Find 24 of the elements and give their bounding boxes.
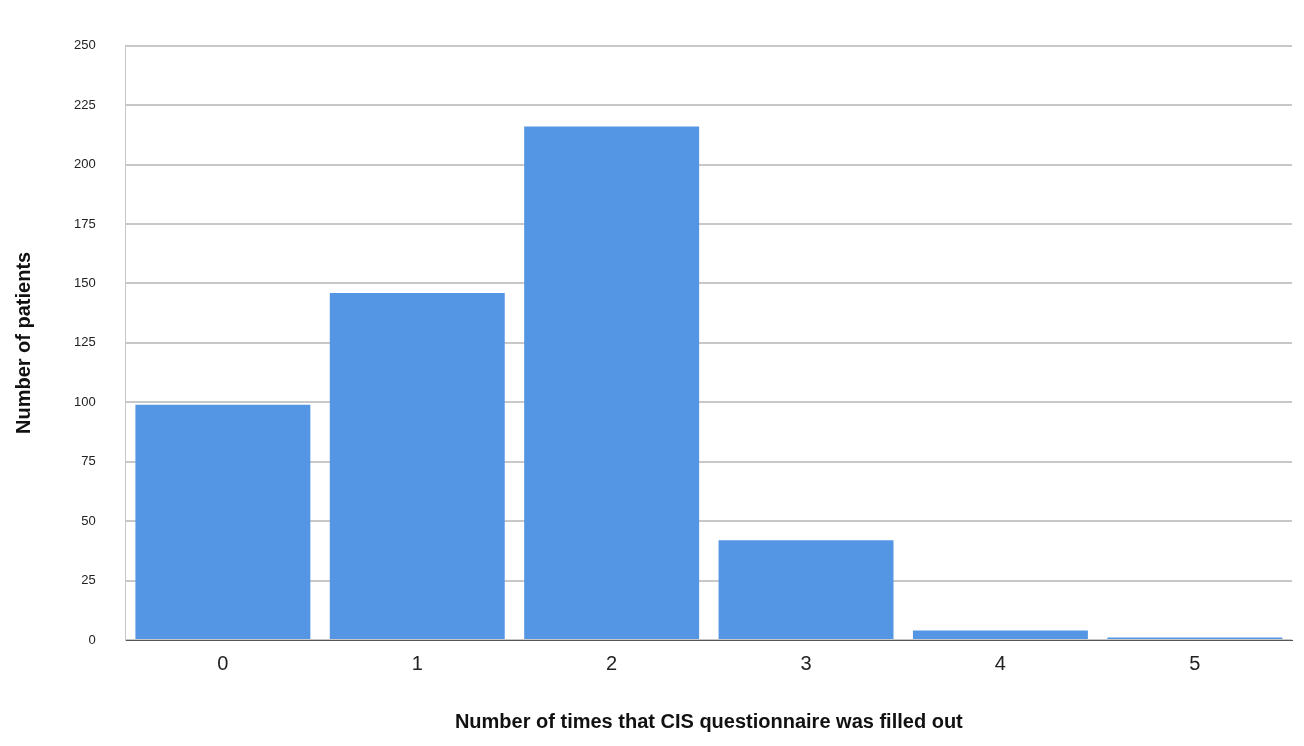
x-tick-label: 0 (217, 651, 229, 674)
x-tick-label: 5 (1189, 651, 1201, 674)
y-tick-label: 0 (88, 631, 96, 647)
x-tick-label: 4 (994, 651, 1006, 674)
y-tick-label: 75 (81, 453, 96, 469)
bar (135, 404, 311, 639)
bar (329, 292, 505, 639)
y-tick-label: 175 (73, 215, 96, 231)
bar (524, 126, 700, 639)
y-tick-label: 250 (73, 37, 96, 53)
y-tick-label: 100 (73, 393, 96, 409)
y-tick-label: 150 (73, 275, 96, 291)
x-tick-label: 1 (411, 651, 423, 674)
y-tick-label: 200 (73, 156, 96, 172)
x-tick-label: 3 (800, 651, 812, 674)
y-axis-title: Number of patients (11, 251, 34, 435)
y-tick-label: 50 (81, 512, 96, 528)
y-tick-label: 125 (73, 334, 96, 350)
x-axis-title: Number of times that CIS questionnaire was filled out (454, 709, 964, 732)
x-tick-label: 2 (606, 651, 618, 674)
y-tick-label: 25 (81, 572, 96, 588)
y-tick-label: 225 (73, 96, 96, 112)
bar (718, 540, 894, 639)
bar (912, 630, 1088, 639)
